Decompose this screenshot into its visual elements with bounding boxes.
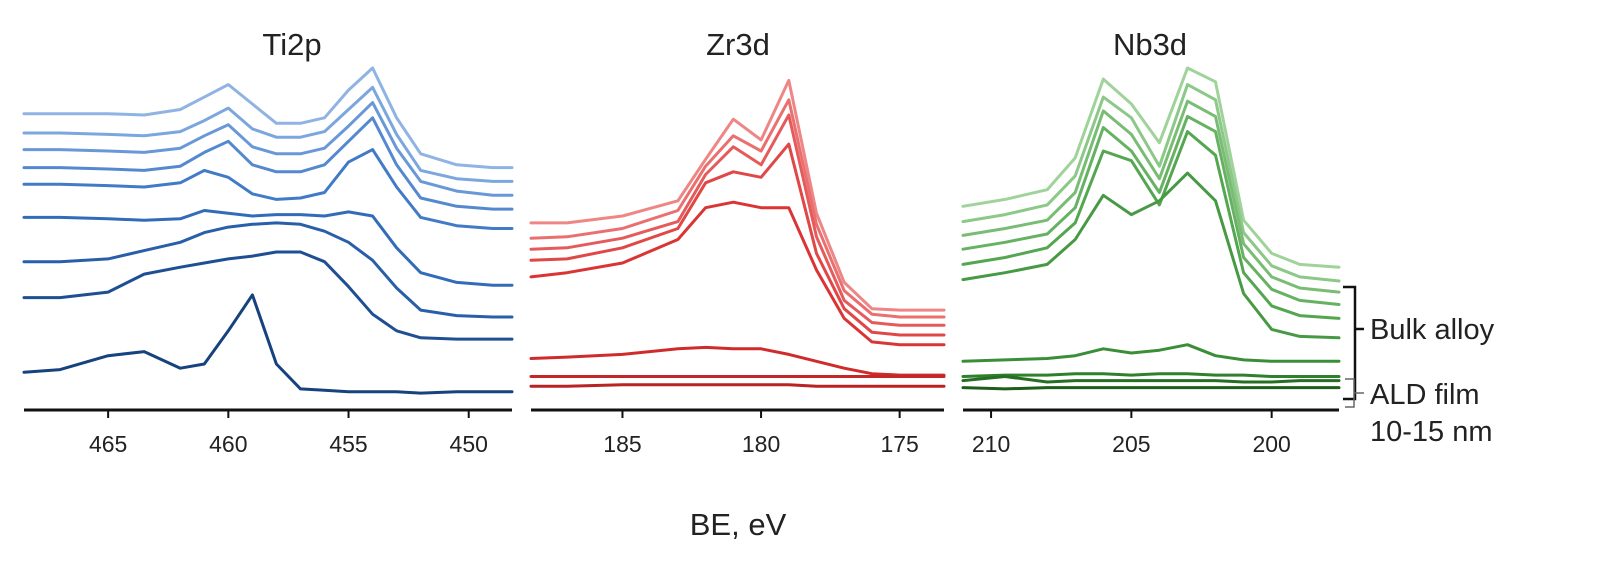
x-tick-label: 180 [742, 431, 780, 457]
series-group [961, 66, 1341, 391]
panel-nb3d: Nb3d 210 205 200 [961, 27, 1341, 457]
bulk-alloy-label: Bulk alloy [1370, 314, 1495, 346]
x-ticks: 210 205 200 [972, 410, 1291, 457]
x-tick-label: 460 [209, 431, 247, 457]
series-line-8 [961, 372, 1341, 378]
series-line-4 [529, 142, 946, 337]
panel-title: Nb3d [1113, 27, 1187, 62]
series-line-1 [22, 66, 514, 170]
x-tick-label: 210 [972, 431, 1010, 457]
film-thickness-label: 10-15 nm [1370, 416, 1493, 448]
series-line-5 [961, 130, 1341, 320]
series-line-1 [529, 78, 946, 312]
ald-film-label: ALD film [1370, 379, 1480, 411]
x-ticks: 185 180 175 [603, 410, 919, 457]
series-line-6 [529, 345, 946, 377]
series-line-2 [529, 98, 946, 319]
series-line-3 [529, 113, 946, 327]
series-line-2 [22, 85, 514, 183]
series-line-6 [22, 209, 514, 287]
ald-film-bracket [1345, 378, 1364, 408]
series-line-9 [961, 375, 1341, 384]
series-line-10 [961, 386, 1341, 391]
panel-title: Ti2p [262, 27, 321, 62]
series-line-6 [961, 171, 1341, 340]
x-tick-label: 185 [603, 431, 641, 457]
series-line-5 [22, 148, 514, 230]
series-line-8 [22, 250, 514, 341]
x-tick-label: 450 [450, 431, 488, 457]
x-axis-label: BE, eV [690, 507, 787, 542]
x-tick-label: 455 [329, 431, 367, 457]
series-line-4 [961, 114, 1341, 306]
series-line-3 [961, 99, 1341, 294]
series-line-9 [22, 293, 514, 395]
series-line-5 [529, 200, 946, 347]
x-tick-label: 205 [1112, 431, 1150, 457]
series-line-3 [22, 101, 514, 197]
x-ticks: 465 460 455 450 [89, 410, 488, 457]
panel-ti2p: Ti2p 465 460 455 450 [22, 27, 514, 457]
series-line-4 [22, 116, 514, 211]
series-group [529, 78, 946, 388]
panel-title: Zr3d [706, 27, 770, 62]
series-line-7 [22, 221, 514, 319]
series-line-7 [961, 343, 1341, 363]
series-group [22, 66, 514, 395]
x-tick-label: 200 [1252, 431, 1290, 457]
x-tick-label: 465 [89, 431, 127, 457]
series-line-8 [529, 383, 946, 388]
series-line-2 [961, 83, 1341, 283]
series-line-1 [961, 66, 1341, 269]
x-tick-label: 175 [880, 431, 918, 457]
panel-zr3d: Zr3d 185 180 175 [529, 27, 946, 457]
bulk-alloy-bracket [1343, 285, 1364, 401]
